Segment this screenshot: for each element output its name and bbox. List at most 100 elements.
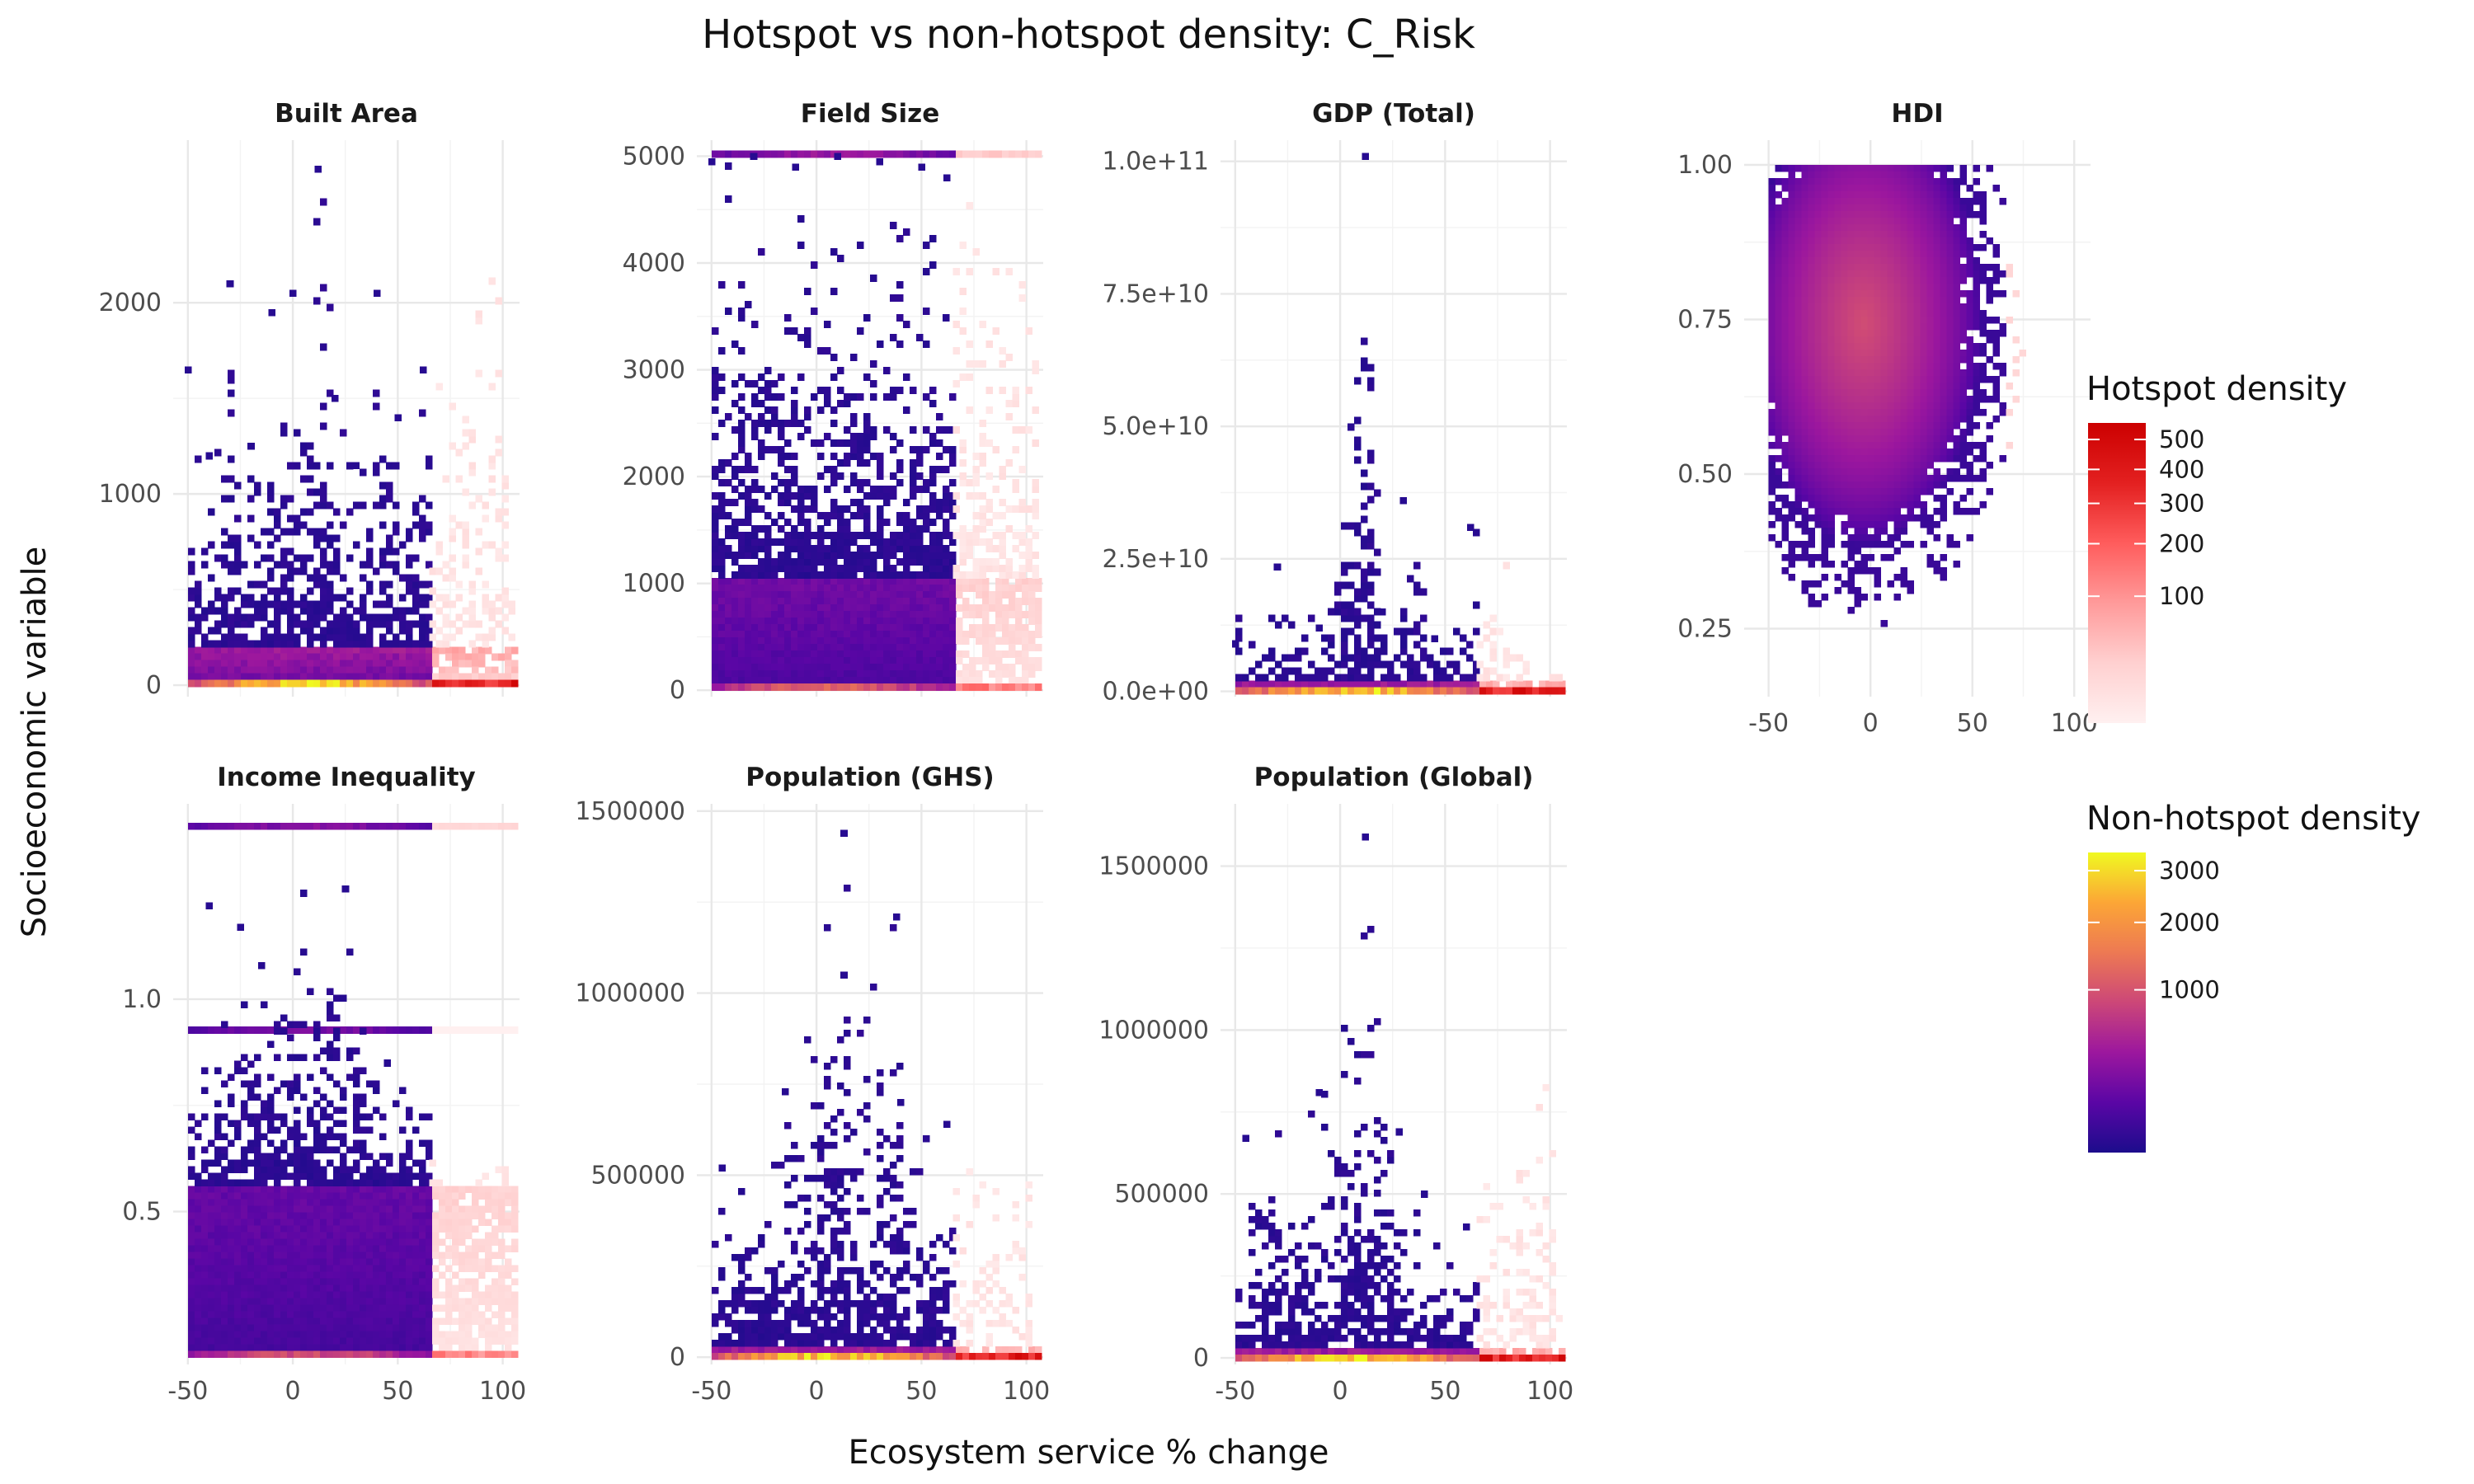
non-hotspot-tile	[1966, 270, 1974, 278]
non-hotspot-tile	[1406, 687, 1414, 695]
non-hotspot-tile	[187, 646, 195, 655]
non-hotspot-tile	[896, 314, 904, 322]
non-hotspot-tile	[737, 314, 745, 322]
non-hotspot-tile	[750, 525, 759, 533]
non-hotspot-tile	[365, 1199, 374, 1207]
non-hotspot-tile	[1940, 383, 1948, 390]
non-hotspot-tile	[1814, 508, 1823, 515]
non-hotspot-tile	[425, 1205, 433, 1214]
non-hotspot-tile	[299, 646, 308, 655]
hotspot-tile	[484, 1199, 492, 1207]
non-hotspot-tile	[790, 650, 798, 658]
non-hotspot-tile	[1946, 455, 1954, 463]
non-hotspot-tile	[750, 479, 759, 486]
non-hotspot-tile	[1854, 528, 1862, 535]
non-hotspot-tile	[240, 660, 248, 668]
non-hotspot-tile	[810, 604, 818, 612]
non-hotspot-tile	[1801, 350, 1809, 357]
hotspot-tile	[1505, 680, 1513, 688]
non-hotspot-tile	[737, 552, 745, 559]
non-hotspot-tile	[1781, 198, 1790, 205]
non-hotspot-tile	[856, 552, 864, 559]
non-hotspot-tile	[856, 393, 864, 401]
hotspot-tile	[438, 673, 446, 681]
non-hotspot-tile	[1821, 185, 1829, 192]
non-hotspot-tile	[1953, 561, 1961, 568]
non-hotspot-tile	[326, 627, 334, 635]
non-hotspot-tile	[359, 640, 367, 648]
non-hotspot-tile	[306, 528, 314, 536]
hotspot-tile	[1012, 479, 1020, 486]
non-hotspot-tile	[280, 633, 288, 641]
hotspot-tile	[972, 558, 981, 566]
non-hotspot-tile	[757, 545, 765, 552]
non-hotspot-tile	[717, 552, 726, 559]
non-hotspot-tile	[717, 538, 726, 546]
non-hotspot-tile	[810, 644, 818, 651]
non-hotspot-tile	[915, 683, 924, 691]
non-hotspot-tile	[1999, 270, 2007, 278]
non-hotspot-tile	[227, 627, 235, 635]
non-hotspot-tile	[843, 400, 851, 407]
non-hotspot-tile	[1781, 264, 1790, 271]
non-hotspot-tile	[1920, 396, 1928, 403]
non-hotspot-tile	[1834, 343, 1842, 350]
non-hotspot-tile	[1413, 680, 1421, 688]
non-hotspot-tile	[1966, 488, 1974, 495]
non-hotspot-tile	[849, 393, 858, 401]
non-hotspot-tile	[1913, 416, 1921, 423]
non-hotspot-tile	[1953, 297, 1961, 304]
non-hotspot-tile	[849, 538, 858, 546]
non-hotspot-tile	[737, 565, 745, 572]
non-hotspot-tile	[247, 660, 255, 668]
non-hotspot-tile	[1860, 317, 1869, 324]
non-hotspot-tile	[1920, 297, 1928, 304]
non-hotspot-tile	[194, 1192, 202, 1200]
non-hotspot-tile	[1360, 515, 1368, 524]
hotspot-tile	[484, 673, 492, 681]
non-hotspot-tile	[737, 677, 745, 684]
non-hotspot-tile	[711, 558, 719, 566]
hotspot-tile	[1028, 664, 1036, 671]
hotspot-tile	[1008, 591, 1016, 599]
non-hotspot-tile	[1966, 310, 1974, 317]
non-hotspot-tile	[1808, 310, 1816, 317]
non-hotspot-tile	[757, 150, 765, 158]
non-hotspot-tile	[1880, 211, 1888, 218]
non-hotspot-tile	[790, 406, 798, 414]
non-hotspot-tile	[929, 479, 937, 486]
non-hotspot-tile	[1794, 422, 1803, 430]
non-hotspot-tile	[1781, 350, 1790, 357]
non-hotspot-tile	[1373, 621, 1381, 629]
non-hotspot-tile	[339, 646, 347, 655]
non-hotspot-tile	[935, 598, 943, 605]
non-hotspot-tile	[286, 673, 294, 681]
non-hotspot-tile	[869, 670, 877, 678]
non-hotspot-tile	[1781, 330, 1790, 337]
non-hotspot-tile	[1926, 257, 1935, 265]
non-hotspot-tile	[1841, 171, 1849, 179]
non-hotspot-tile	[1946, 363, 1954, 370]
non-hotspot-tile	[1926, 244, 1935, 251]
non-hotspot-tile	[1373, 548, 1381, 556]
non-hotspot-tile	[1860, 270, 1869, 278]
hotspot-tile	[975, 585, 983, 592]
non-hotspot-tile	[1827, 350, 1836, 357]
hotspot-tile	[491, 666, 499, 674]
non-hotspot-tile	[902, 598, 910, 605]
non-hotspot-tile	[1860, 488, 1869, 495]
non-hotspot-tile	[849, 631, 858, 638]
non-hotspot-tile	[836, 631, 844, 638]
non-hotspot-tile	[1920, 270, 1928, 278]
non-hotspot-tile	[1867, 369, 1875, 377]
non-hotspot-tile	[1933, 323, 1941, 331]
non-hotspot-tile	[306, 1192, 314, 1200]
non-hotspot-tile	[214, 1205, 222, 1214]
non-hotspot-tile	[1821, 475, 1829, 482]
hotspot-tile	[1018, 565, 1027, 572]
non-hotspot-tile	[1768, 350, 1776, 357]
non-hotspot-tile	[1900, 580, 1908, 588]
non-hotspot-tile	[830, 618, 838, 625]
non-hotspot-tile	[306, 442, 314, 450]
non-hotspot-tile	[948, 453, 957, 460]
